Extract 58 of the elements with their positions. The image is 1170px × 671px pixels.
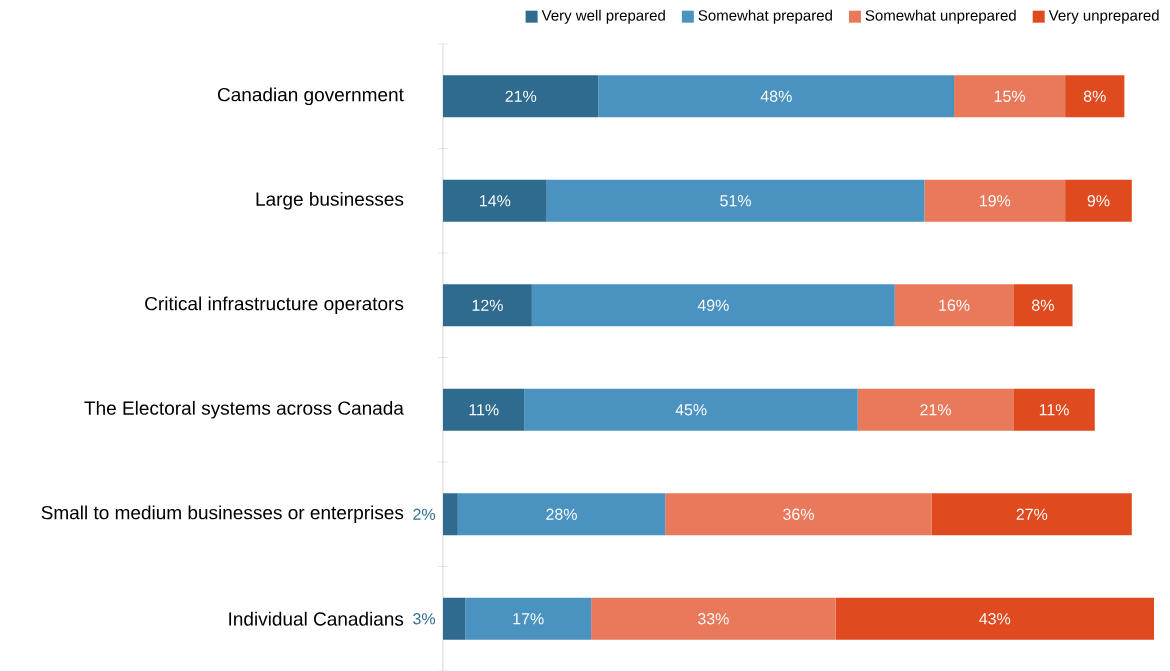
bar xyxy=(894,284,1014,327)
data-label: 21% xyxy=(920,404,951,416)
bar xyxy=(443,493,458,536)
data-label: 27% xyxy=(1016,508,1048,520)
data-label: 12% xyxy=(472,299,503,311)
data-label: 2% xyxy=(413,508,436,520)
data-label: 48% xyxy=(760,90,792,102)
bar xyxy=(443,388,525,431)
bar xyxy=(443,597,466,640)
bar xyxy=(443,75,599,118)
bar xyxy=(665,493,932,536)
data-label: 14% xyxy=(480,195,511,207)
bar xyxy=(591,597,836,640)
y-tick-label: Critical infrastructure operators xyxy=(145,296,404,315)
data-label: 17% xyxy=(513,613,544,625)
legend-label: Somewhat unprepared xyxy=(865,9,1016,24)
data-label: 8% xyxy=(1083,90,1106,102)
legend-label: Somewhat prepared xyxy=(698,9,832,24)
data-label: 19% xyxy=(979,195,1011,207)
bar xyxy=(457,493,666,536)
data-label: 45% xyxy=(675,404,707,416)
data-label: 36% xyxy=(783,508,814,520)
bar xyxy=(546,179,925,222)
bar xyxy=(931,493,1132,536)
y-tick-label: Large businesses xyxy=(256,191,404,210)
bar xyxy=(1013,284,1073,327)
data-label: 33% xyxy=(697,613,729,625)
bar xyxy=(924,179,1066,222)
bar xyxy=(443,179,547,222)
bar xyxy=(954,75,1066,118)
data-label: 11% xyxy=(469,404,499,416)
data-label: 11% xyxy=(1039,404,1069,416)
y-tick-label: Small to medium businesses or enterprises xyxy=(41,505,404,524)
bar xyxy=(857,388,1014,431)
data-label: 43% xyxy=(979,613,1011,625)
data-label: 28% xyxy=(546,508,577,520)
data-label: 49% xyxy=(697,299,729,311)
data-label: 3% xyxy=(413,613,436,625)
data-label: 9% xyxy=(1087,195,1110,207)
y-tick-label: The Electoral systems across Canada xyxy=(84,400,404,419)
legend-label: Very well prepared xyxy=(541,9,665,24)
legend-label: Very unprepared xyxy=(1048,9,1159,24)
bar xyxy=(1065,179,1132,222)
data-label: 51% xyxy=(720,195,751,207)
bar xyxy=(1065,75,1125,118)
data-label: 21% xyxy=(505,90,537,102)
y-tick-label: Canadian government xyxy=(217,87,404,106)
data-label: 8% xyxy=(1032,299,1054,311)
y-tick-label: Individual Canadians xyxy=(229,611,404,626)
bar xyxy=(524,388,858,431)
data-label: 15% xyxy=(994,90,1026,102)
bar xyxy=(1013,388,1095,431)
data-label: 16% xyxy=(939,299,970,311)
bar xyxy=(835,597,1155,640)
bar xyxy=(443,284,532,327)
bar xyxy=(465,597,592,640)
bar xyxy=(598,75,955,118)
bar xyxy=(531,284,895,327)
